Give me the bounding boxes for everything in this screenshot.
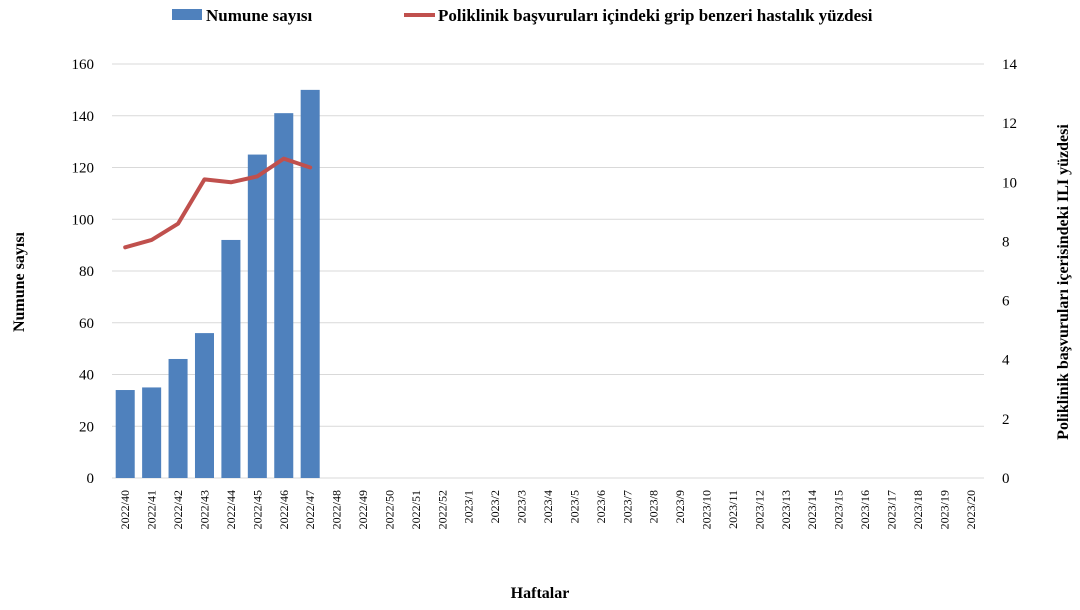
y-tick-label: 120 — [72, 161, 95, 177]
y2-tick-label: 6 — [1002, 294, 1010, 310]
ili-line — [123, 156, 313, 250]
x-tick-label: 2023/16 — [858, 490, 872, 529]
bar — [221, 239, 241, 478]
y-tick-label: 100 — [72, 212, 95, 228]
x-axis-ticks: 2022/40 2022/41 2022/42 2022/43 2022/44 2022/… — [118, 490, 978, 529]
bar — [274, 113, 294, 478]
x-tick-label: 2023/11 — [726, 490, 740, 529]
y2-axis-title: Poliklinik başvuruları içerisindeki ILI … — [1055, 124, 1072, 440]
x-tick-label: 2022/52 — [435, 490, 449, 529]
bar — [115, 390, 135, 478]
x-tick-label: 2023/3 — [515, 490, 529, 523]
y-tick-label: 140 — [72, 109, 95, 125]
x-tick-label: 2023/8 — [647, 490, 661, 523]
x-tick-label: 2022/40 — [118, 490, 132, 529]
x-tick-label: 2022/43 — [197, 490, 211, 529]
y-tick-label: 60 — [79, 316, 94, 332]
x-tick-label: 2022/41 — [145, 490, 159, 529]
y-tick-label: 0 — [87, 471, 95, 487]
bar-series — [115, 89, 320, 478]
x-tick-label: 2022/46 — [277, 490, 291, 529]
x-tick-label: 2023/17 — [885, 490, 899, 529]
legend: Numune sayısı Poliklinik başvuruları içi… — [172, 6, 873, 25]
x-tick-label: 2023/6 — [594, 490, 608, 523]
x-tick-label: 2022/45 — [250, 490, 264, 529]
x-tick-label: 2023/19 — [937, 490, 951, 529]
x-tick-label: 2023/7 — [620, 490, 634, 523]
y-tick-label: 20 — [79, 419, 94, 435]
y2-tick-label: 0 — [1002, 471, 1010, 487]
y-tick-label: 80 — [79, 264, 94, 280]
x-tick-label: 2023/4 — [541, 490, 555, 523]
left-axis-ticks: 0 20 40 60 80 100 120 140 160 — [72, 57, 95, 487]
x-tick-label: 2023/13 — [779, 490, 793, 529]
x-tick-label: 2022/48 — [330, 490, 344, 529]
x-tick-label: 2023/15 — [832, 490, 846, 529]
x-tick-label: 2023/9 — [673, 490, 687, 523]
bar — [247, 154, 267, 478]
y2-tick-label: 8 — [1002, 234, 1010, 250]
line-series — [123, 156, 313, 250]
x-tick-label: 2022/49 — [356, 490, 370, 529]
y2-tick-label: 14 — [1002, 57, 1018, 73]
y2-tick-label: 4 — [1002, 353, 1010, 369]
x-tick-label: 2022/51 — [409, 490, 423, 529]
bar — [300, 89, 320, 478]
bar — [168, 358, 188, 478]
x-tick-label: 2023/2 — [488, 490, 502, 523]
y-axis-title: Numune sayısı — [11, 231, 28, 332]
x-tick-label: 2022/44 — [224, 490, 238, 529]
x-tick-label: 2023/18 — [911, 490, 925, 529]
x-tick-label: 2023/20 — [964, 490, 978, 529]
gridlines — [112, 63, 984, 479]
x-tick-label: 2023/10 — [700, 490, 714, 529]
x-axis-title: Haftalar — [511, 585, 570, 602]
x-tick-label: 2023/14 — [805, 490, 819, 529]
y-tick-label: 40 — [79, 368, 94, 384]
bar — [194, 333, 214, 478]
legend-line-label: Poliklinik başvuruları içindeki grip ben… — [438, 6, 873, 25]
x-tick-label: 2022/42 — [171, 490, 185, 529]
x-tick-label: 2022/50 — [382, 490, 396, 529]
y-tick-label: 160 — [72, 57, 95, 73]
legend-bar-swatch — [172, 9, 202, 20]
right-axis-ticks: 0 2 4 6 8 10 12 14 — [1002, 57, 1018, 487]
x-tick-label: 2022/47 — [303, 490, 317, 529]
x-tick-label: 2023/1 — [462, 490, 476, 523]
x-tick-label: 2023/5 — [567, 490, 581, 523]
y2-tick-label: 2 — [1002, 412, 1010, 428]
y2-tick-label: 12 — [1002, 116, 1017, 132]
y2-tick-label: 10 — [1002, 175, 1017, 191]
legend-bar-label: Numune sayısı — [206, 6, 313, 25]
x-tick-label: 2023/12 — [752, 490, 766, 529]
bar — [142, 387, 162, 478]
